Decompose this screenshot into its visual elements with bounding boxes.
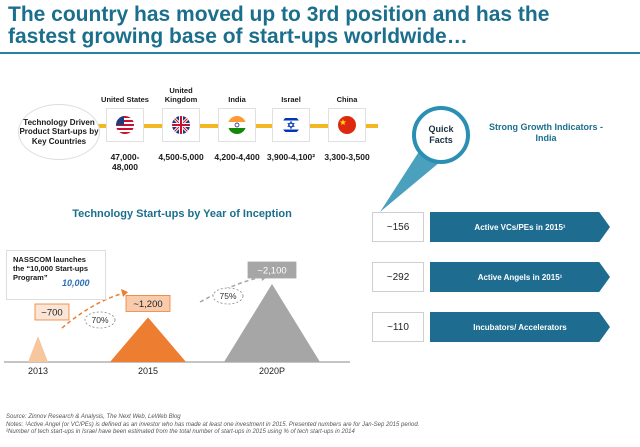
growth-label: 70% (91, 315, 108, 325)
year-tick-label: 2015 (138, 366, 158, 376)
country-name: Israel (281, 95, 301, 104)
country-count: 3,900-4,100² (266, 152, 316, 162)
fact-row-vcs: ~156 Active VCs/PEs in 2015¹ (372, 212, 610, 242)
value-label-box (125, 295, 171, 312)
uk-flag-icon (172, 116, 190, 134)
fact-label: Active VCs/PEs in 2015¹ (430, 212, 610, 242)
flag-box (162, 108, 200, 142)
fact-value: ~156 (372, 212, 424, 242)
flag-box (328, 108, 366, 142)
growth-arrow-2 (199, 275, 269, 303)
page-title: The country has moved up to 3rd position… (8, 3, 550, 48)
growth-arrow-1 (61, 291, 129, 329)
nasscom-callout: NASSCOM launches the “10,000 Start-ups P… (6, 250, 106, 300)
nasscom-callout-text: NASSCOM launches the “10,000 Start-ups P… (13, 255, 89, 282)
fact-row-angels: ~292 Active Angels in 2015¹ (372, 262, 610, 292)
growth-label: 75% (219, 291, 236, 301)
country-card-israel: Israel 3,900-4,100² (266, 84, 316, 162)
fact-value: ~110 (372, 312, 424, 342)
country-count: 47,000-48,000 (110, 152, 140, 172)
value-label: ~1,200 (133, 299, 162, 310)
inception-chart-title: Technology Start-ups by Year of Inceptio… (72, 208, 292, 220)
countries-section-label: Technology Driven Product Start-ups by K… (18, 104, 100, 160)
china-flag-icon (338, 116, 356, 134)
10000-startups-logo: 10,000 (62, 278, 90, 288)
inception-chart: ~700 2013 ~1,200 2015 ~2,100 2020P 70% 75% (4, 261, 350, 376)
israel-flag-icon (282, 116, 300, 134)
source-line: Source: Zinnov Research & Analysis, The … (6, 414, 181, 420)
growth-arrowhead-1 (121, 289, 128, 297)
fact-value: ~292 (372, 262, 424, 292)
country-count: 4,500-5,000 (158, 152, 204, 162)
fact-label: Incubators/ Accelerators (430, 312, 610, 342)
value-label-box (34, 303, 70, 321)
year-tick-label: 2013 (28, 366, 48, 376)
country-card-us: United States 47,000-48,000 (100, 84, 150, 172)
flag-box (106, 108, 144, 142)
title-divider (0, 52, 640, 54)
notes-line-2: ²Number of tech start-ups in Israel have… (6, 429, 355, 435)
country-card-china: China 3,300-3,500 (322, 84, 372, 162)
notes-line: Notes: ¹Active Angel (or VC/PEs) is defi… (6, 421, 420, 428)
year-triangle (224, 284, 320, 362)
growth-indicators-heading: Strong Growth Indicators - India (489, 122, 603, 143)
country-card-india: India 4,200-4,400 (212, 84, 262, 162)
value-label-box (247, 261, 297, 279)
growth-ellipse (212, 287, 244, 305)
country-card-uk: United Kingdom 4,500-5,000 (156, 84, 206, 162)
country-name: United Kingdom (164, 86, 198, 104)
country-name: India (228, 95, 246, 104)
year-tick-label: 2020P (259, 366, 285, 376)
us-flag-icon (116, 116, 134, 134)
country-count: 4,200-4,400 (214, 152, 260, 162)
growth-ellipse (84, 311, 116, 329)
flag-box (218, 108, 256, 142)
quick-facts-badge: Quick Facts (412, 106, 470, 164)
value-label: ~2,100 (257, 266, 286, 277)
fact-row-incubators: ~110 Incubators/ Accelerators (372, 312, 610, 342)
source-notes: Source: Zinnov Research & Analysis, The … (6, 414, 636, 437)
value-label: ~700 (41, 308, 62, 319)
year-triangle (28, 336, 48, 362)
country-name: United States (101, 95, 149, 104)
india-flag-icon (228, 116, 246, 134)
year-triangle (110, 317, 186, 362)
flag-box (272, 108, 310, 142)
country-name: China (336, 95, 358, 104)
fact-label: Active Angels in 2015¹ (430, 262, 610, 292)
country-count: 3,300-3,500 (324, 152, 370, 162)
